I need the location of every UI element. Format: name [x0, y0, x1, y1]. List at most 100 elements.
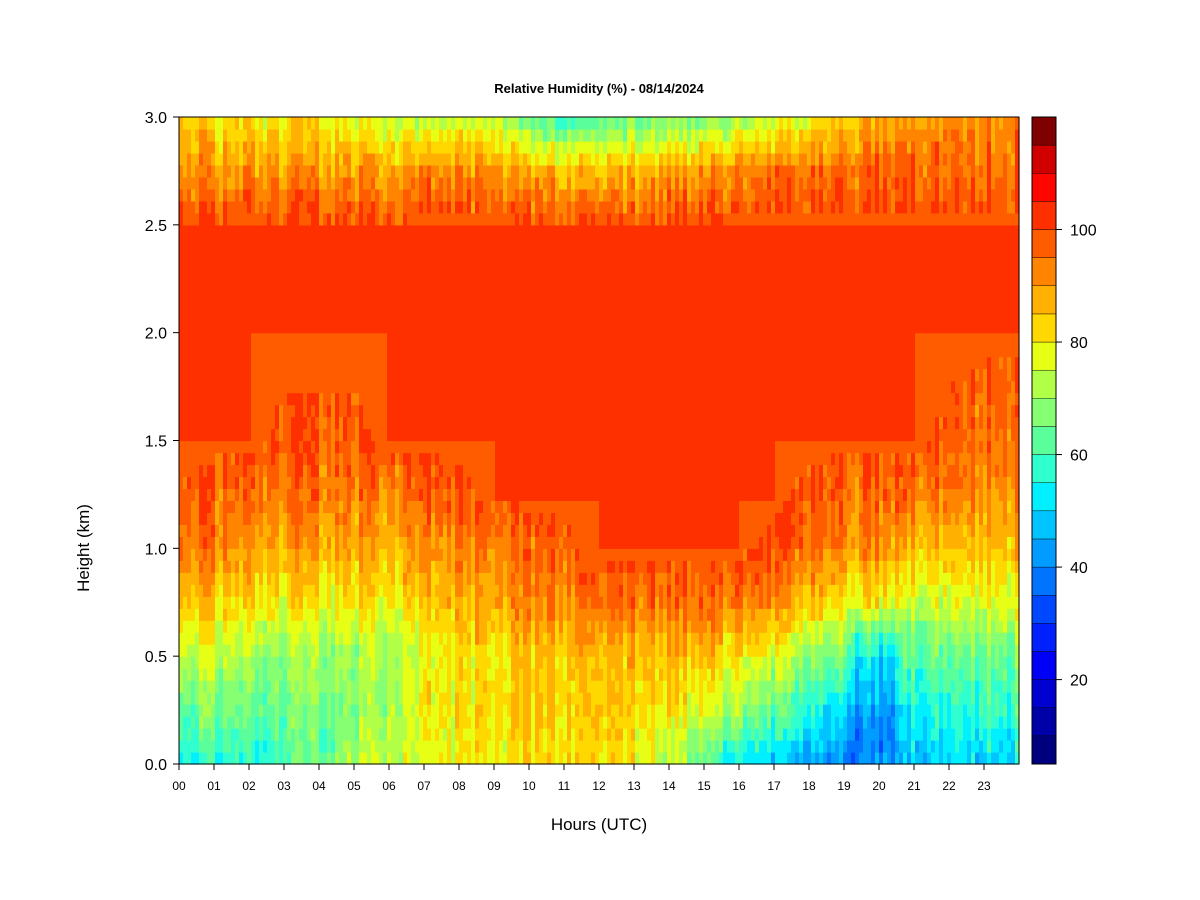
- heatmap-cell: [279, 536, 284, 549]
- heatmap-cell: [511, 524, 516, 537]
- heatmap-cell: [491, 584, 496, 597]
- heatmap-cell: [443, 692, 448, 705]
- heatmap-cell: [255, 644, 260, 657]
- heatmap-cell: [439, 224, 444, 238]
- heatmap-cell: [215, 644, 220, 657]
- heatmap-cell: [375, 140, 380, 154]
- heatmap-cell: [451, 680, 456, 693]
- heatmap-cell: [387, 440, 392, 454]
- heatmap-cell: [423, 716, 428, 729]
- heatmap-cell: [471, 608, 476, 621]
- heatmap-cell: [507, 152, 512, 166]
- heatmap-cell: [539, 260, 544, 274]
- heatmap-cell: [483, 440, 488, 454]
- heatmap-cell: [403, 560, 408, 573]
- heatmap-cell: [283, 320, 288, 334]
- heatmap-cell: [507, 536, 512, 549]
- heatmap-cell: [403, 536, 408, 549]
- heatmap-cell: [463, 416, 468, 430]
- heatmap-cell: [291, 212, 296, 226]
- heatmap-cell: [295, 704, 300, 717]
- heatmap-cell: [355, 752, 360, 765]
- heatmap-cell: [487, 260, 492, 274]
- heatmap-cell: [287, 680, 292, 693]
- heatmap-cell: [375, 320, 380, 334]
- heatmap-cell: [511, 596, 516, 609]
- heatmap-cell: [251, 428, 256, 442]
- heatmap-cell: [195, 560, 200, 573]
- heatmap-cell: [531, 296, 536, 310]
- heatmap-cell: [263, 584, 268, 597]
- heatmap-cell: [403, 452, 408, 466]
- heatmap-cell: [415, 512, 420, 525]
- heatmap-cell: [535, 176, 540, 190]
- heatmap-cell: [267, 164, 272, 178]
- heatmap-cell: [423, 248, 428, 262]
- heatmap-cell: [339, 224, 344, 238]
- heatmap-cell: [487, 548, 492, 561]
- heatmap-cell: [267, 500, 272, 513]
- heatmap-cell: [291, 308, 296, 322]
- heatmap-cell: [395, 572, 400, 585]
- heatmap-cell: [507, 200, 512, 214]
- heatmap-cell: [215, 524, 220, 537]
- heatmap-cell: [187, 152, 192, 166]
- heatmap-cell: [227, 404, 232, 418]
- heatmap-cell: [483, 596, 488, 609]
- heatmap-cell: [323, 608, 328, 621]
- heatmap-cell: [255, 704, 260, 717]
- heatmap-cell: [267, 560, 272, 573]
- heatmap-cell: [231, 584, 236, 597]
- heatmap-cell: [419, 236, 424, 250]
- heatmap-cell: [399, 656, 404, 669]
- heatmap-cell: [239, 200, 244, 214]
- heatmap-cell: [363, 548, 368, 561]
- heatmap-cell: [475, 380, 480, 394]
- heatmap-cell: [539, 248, 544, 262]
- heatmap-cell: [247, 200, 252, 214]
- heatmap-cell: [211, 752, 216, 765]
- heatmap-cell: [351, 740, 356, 753]
- heatmap-cell: [291, 500, 296, 513]
- heatmap-cell: [491, 596, 496, 609]
- heatmap-cell: [479, 117, 484, 130]
- heatmap-cell: [247, 584, 252, 597]
- heatmap-cell: [315, 596, 320, 609]
- heatmap-cell: [359, 332, 364, 346]
- heatmap-cell: [335, 236, 340, 250]
- heatmap-cell: [371, 584, 376, 597]
- heatmap-cell: [287, 416, 292, 430]
- heatmap-cell: [463, 248, 468, 262]
- heatmap-cell: [443, 308, 448, 322]
- heatmap-cell: [431, 632, 436, 645]
- heatmap-cell: [447, 152, 452, 166]
- heatmap-cell: [239, 680, 244, 693]
- heatmap-cell: [383, 488, 388, 502]
- heatmap-cell: [391, 428, 396, 442]
- heatmap-cell: [391, 500, 396, 513]
- heatmap-cell: [319, 284, 324, 298]
- heatmap-cell: [463, 308, 468, 322]
- heatmap-cell: [235, 272, 240, 286]
- heatmap-cell: [179, 188, 184, 202]
- heatmap-cell: [475, 188, 480, 202]
- heatmap-cell: [359, 608, 364, 621]
- heatmap-cell: [483, 452, 488, 466]
- heatmap-cell: [515, 584, 520, 597]
- heatmap-cell: [535, 152, 540, 166]
- heatmap-cell: [435, 152, 440, 166]
- heatmap-cell: [243, 680, 248, 693]
- heatmap-cell: [251, 728, 256, 741]
- heatmap-cell: [307, 536, 312, 549]
- heatmap-cell: [331, 476, 336, 490]
- heatmap-cell: [419, 308, 424, 322]
- heatmap-cell: [235, 308, 240, 322]
- heatmap-cell: [267, 128, 272, 142]
- heatmap-cell: [363, 284, 368, 298]
- heatmap-cell: [391, 452, 396, 466]
- heatmap-cell: [423, 296, 428, 310]
- heatmap-cell: [359, 404, 364, 418]
- heatmap-cell: [271, 692, 276, 705]
- heatmap-column: [371, 117, 376, 765]
- heatmap-cell: [415, 176, 420, 190]
